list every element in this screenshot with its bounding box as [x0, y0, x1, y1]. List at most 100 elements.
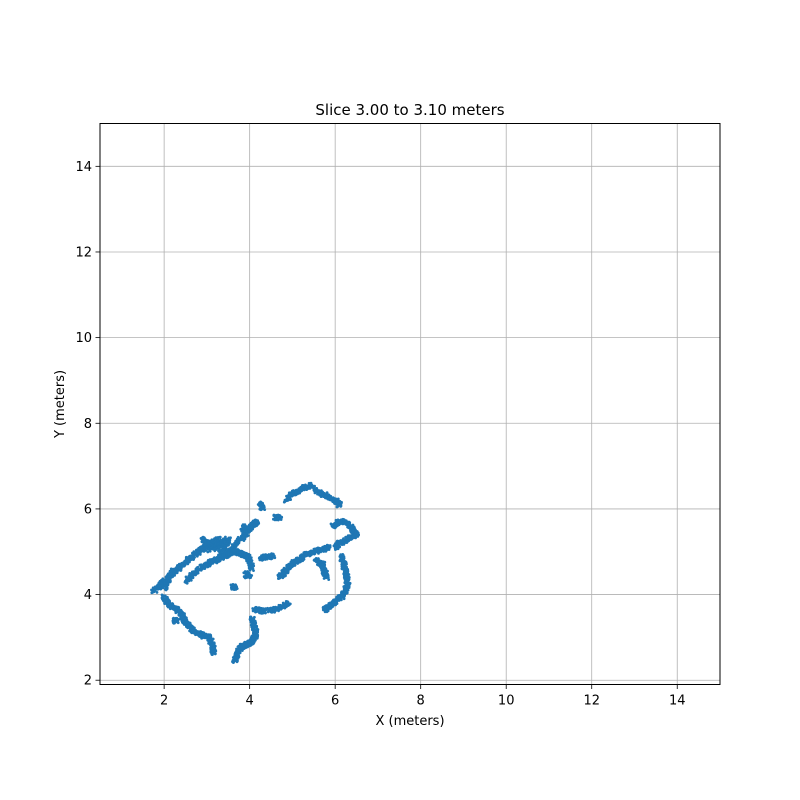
data-point	[196, 565, 200, 569]
data-point	[253, 523, 257, 527]
data-point	[351, 528, 355, 532]
data-point	[272, 554, 275, 558]
data-point	[175, 617, 179, 621]
data-point	[284, 574, 287, 578]
data-point	[284, 604, 288, 607]
data-point	[206, 550, 210, 554]
data-point	[202, 536, 206, 540]
data-point	[209, 650, 213, 653]
data-point	[204, 546, 208, 550]
data-point	[254, 520, 258, 524]
data-point	[251, 617, 254, 621]
data-point	[289, 491, 293, 495]
data-point	[249, 615, 252, 619]
data-point	[339, 501, 343, 505]
data-point	[311, 550, 315, 554]
data-point	[234, 659, 238, 662]
data-point	[213, 547, 217, 550]
data-point	[161, 585, 165, 589]
data-point	[288, 602, 292, 606]
data-point	[316, 488, 319, 492]
data-point	[203, 549, 207, 552]
data-point	[326, 546, 329, 550]
data-point	[248, 568, 252, 572]
data-point	[233, 543, 236, 547]
data-point	[309, 485, 312, 489]
data-point	[206, 542, 210, 545]
data-point	[220, 548, 224, 551]
data-point	[328, 544, 332, 547]
data-point	[302, 555, 306, 559]
data-point	[221, 556, 225, 560]
y-tick-label: 6	[84, 502, 92, 517]
data-point	[247, 534, 250, 537]
data-point	[254, 629, 258, 632]
data-point	[177, 568, 181, 571]
data-point	[233, 656, 236, 660]
data-point	[279, 603, 283, 607]
data-point	[279, 517, 283, 521]
data-point	[205, 563, 209, 567]
data-point	[307, 553, 311, 557]
data-point	[250, 525, 253, 529]
data-point	[243, 523, 247, 527]
data-point	[186, 560, 190, 564]
y-tick-label: 4	[84, 588, 92, 603]
data-point	[276, 514, 279, 518]
x-tick-label: 14	[669, 694, 686, 709]
data-point	[325, 543, 329, 547]
data-point	[181, 562, 185, 566]
data-point	[298, 486, 302, 490]
data-point	[324, 609, 328, 612]
data-point	[225, 537, 229, 541]
data-point	[189, 555, 193, 559]
data-point	[339, 559, 343, 563]
x-axis-label: X (meters)	[375, 714, 444, 729]
data-point	[276, 517, 280, 520]
y-tick-label: 14	[75, 160, 92, 175]
x-tick-label: 4	[246, 694, 254, 709]
y-tick-label: 10	[75, 331, 92, 346]
data-point	[236, 535, 240, 539]
data-point	[251, 565, 255, 568]
data-point	[316, 492, 319, 496]
data-point	[252, 607, 256, 611]
data-point	[213, 557, 217, 560]
data-point	[339, 505, 343, 508]
data-point	[264, 611, 267, 615]
data-point	[194, 571, 197, 574]
data-point	[228, 538, 232, 542]
data-point	[183, 613, 186, 617]
x-tick-label: 12	[583, 694, 600, 709]
data-point	[194, 633, 197, 637]
data-point	[211, 650, 215, 653]
data-point	[289, 565, 293, 569]
data-point	[185, 557, 189, 561]
data-point	[207, 547, 210, 551]
data-point	[165, 599, 169, 603]
x-tick-label: 6	[331, 694, 339, 709]
data-point	[347, 576, 351, 579]
data-point	[238, 551, 242, 554]
data-point	[342, 568, 346, 571]
y-tick-label: 2	[84, 674, 92, 689]
data-point	[196, 569, 200, 573]
data-point	[351, 535, 355, 539]
data-point	[222, 546, 226, 549]
data-point	[255, 633, 259, 637]
data-point	[189, 574, 193, 577]
data-point	[283, 499, 287, 502]
data-point	[239, 536, 243, 540]
data-point	[241, 551, 245, 555]
data-point	[155, 591, 159, 594]
data-point	[232, 586, 236, 590]
data-point	[282, 566, 286, 570]
data-point	[224, 542, 228, 545]
data-point	[347, 581, 351, 585]
data-point	[266, 610, 270, 614]
data-point	[153, 589, 157, 592]
data-point	[175, 607, 178, 611]
x-tick-label: 8	[417, 694, 425, 709]
